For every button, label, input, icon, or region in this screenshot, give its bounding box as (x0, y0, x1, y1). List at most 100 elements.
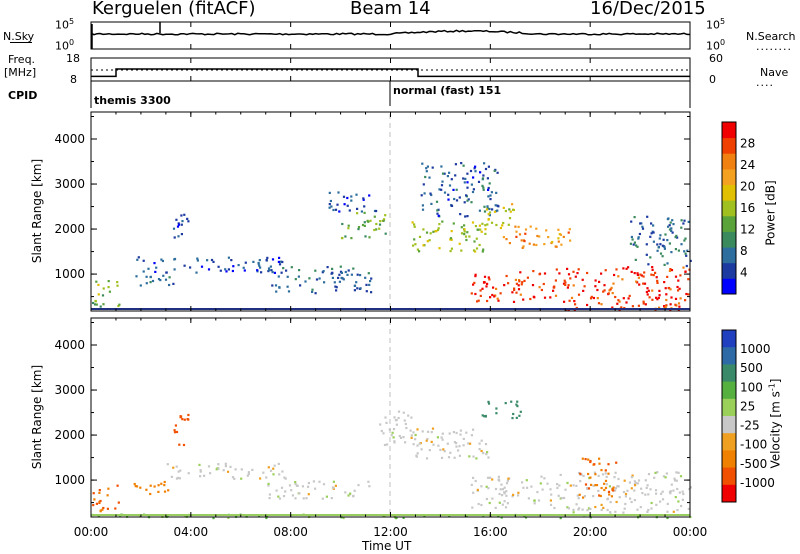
velocity-region-5 (379, 410, 417, 447)
noise-trace (90, 22, 691, 49)
velocity-region-1 (133, 480, 170, 496)
power-colorbar-cell (722, 200, 736, 217)
nsearch-label: N.Search (746, 30, 796, 43)
velocity-colorbar-cell (722, 433, 736, 451)
velocity-colorbar-cell (722, 484, 736, 503)
x-tick-label: 00:00 (74, 525, 109, 539)
power-region-11 (553, 266, 691, 312)
power-region-6 (340, 211, 387, 240)
power-colorbar-label: Power [dB] (763, 180, 778, 246)
frequency-line (91, 68, 690, 78)
velocity-colorbar-cell (722, 398, 736, 417)
velocity-colorbar-cell (722, 381, 736, 400)
noise-tick-top-right: 105 (706, 17, 726, 32)
y-tick-label: 2000 (54, 428, 85, 442)
noise-tick-top-left: 105 (55, 17, 75, 32)
velocity-colorbar-label: Velocity [m s-1] (767, 378, 783, 469)
velocity-colorbar-tick-label: 500 (740, 361, 763, 375)
noise-tick-bottom-right: 100 (706, 38, 726, 53)
velocity-colorbar-tick-label: -100 (740, 438, 767, 452)
nave-label: Nave (760, 66, 789, 79)
power-region-4 (267, 265, 373, 295)
y-tick-label: 1000 (54, 267, 85, 281)
nsky-legend-line (10, 42, 32, 43)
nave-tick-top: 60 (709, 52, 723, 65)
freq-label: Freq. (8, 53, 36, 66)
velocity-colorbar-tick-label: 1000 (740, 342, 771, 356)
power-colorbar-cell (722, 247, 736, 264)
velocity-region-0 (92, 484, 120, 513)
power-y-axis-label: Slant Range [km] (30, 158, 45, 264)
power-colorbar-cell (722, 215, 736, 232)
velocity-colorbar-tick-label: -25 (740, 419, 760, 433)
power-colorbar-cell (722, 184, 736, 201)
velocity-colorbar-tick-label: 100 (740, 380, 763, 394)
x-tick-label: 16:00 (473, 525, 508, 539)
y-tick-label: 4000 (54, 338, 85, 352)
power-colorbar-tick-label: 28 (740, 137, 755, 151)
cpid-label: CPID (8, 89, 38, 102)
power-region-7 (411, 220, 487, 253)
velocity-colorbar-cell (722, 416, 736, 434)
power-colorbar-tick-label: 4 (740, 266, 748, 280)
freq-trace (91, 68, 690, 78)
velocity-colorbar-tick-label: -500 (740, 457, 767, 471)
x-tick-label: 12:00 (373, 525, 408, 539)
nsky-label: N.Sky (3, 30, 35, 43)
station-title: Kerguelen (fitACF) (92, 0, 256, 19)
velocity-region-6 (410, 427, 490, 460)
power-colorbar-tick-label: 20 (740, 180, 755, 194)
power-colorbar-cell (722, 122, 736, 139)
power-region-12 (470, 270, 558, 303)
freq-tick-bottom: 8 (70, 73, 77, 86)
y-tick-label: 4000 (54, 132, 85, 146)
x-tick-label: 20:00 (573, 525, 608, 539)
x-tick-label: 04:00 (174, 525, 209, 539)
y-tick-label: 1000 (54, 473, 85, 487)
power-colorbar-cell (722, 278, 736, 295)
power-colorbar-cell (722, 168, 736, 185)
noise-tick-bottom-left: 100 (55, 38, 75, 53)
beam-title: Beam 14 (350, 0, 431, 19)
nsearch-legend-line: ........ (756, 40, 792, 53)
power-colorbar-tick-label: 24 (740, 158, 755, 172)
velocity-colorbar-cell (722, 364, 736, 383)
velocity-colorbar-cell (722, 330, 736, 348)
velocity-colorbar-cell (722, 450, 736, 469)
velocity-region-8 (556, 471, 692, 514)
power-region-9 (481, 203, 515, 231)
velocity-region-10 (578, 457, 618, 499)
power-region-3 (172, 213, 190, 239)
x-tick-label: 08:00 (273, 525, 308, 539)
nave-legend-line: .... (756, 76, 774, 89)
date-title: 16/Dec/2015 (590, 0, 706, 19)
velocity-colorbar-cell (722, 347, 736, 365)
velocity-colorbar-tick-label: 25 (740, 399, 755, 413)
power-colorbar-tick-label: 12 (740, 223, 755, 237)
power-colorbar-cell (722, 231, 736, 248)
power-region-10 (502, 225, 572, 249)
velocity-colorbar-tick-label: -1000 (740, 476, 775, 490)
nave-tick-bottom: 0 (709, 73, 716, 86)
colorbars: 28 24 20 16 12 8 4 1000 500 100 25 -25 -100 -500 -1000 (721, 121, 775, 503)
power-region-2 (136, 256, 284, 274)
power-colorbar-cell (722, 137, 736, 154)
power-colorbar-cell (722, 262, 736, 279)
freq-unit-label: [MHz] (4, 66, 37, 79)
y-tick-label: 2000 (54, 222, 85, 236)
noise-sky-line (90, 29, 691, 36)
cpid-segment-2: normal (fast) 151 (393, 84, 502, 97)
y-tick-label: 3000 (54, 177, 85, 191)
velocity-region-4 (267, 480, 371, 500)
power-colorbar-cell (722, 153, 736, 170)
power-region-5 (328, 191, 378, 213)
velocity-region-3 (166, 462, 287, 480)
power-colorbar-frame (721, 121, 737, 295)
power-region-1 (135, 274, 175, 287)
y-tick-label: 3000 (54, 383, 85, 397)
velocity-y-axis-label: Slant Range [km] (30, 364, 45, 470)
freq-tick-top: 18 (66, 52, 80, 65)
axis-ticks: 00:00 04:00 08:00 12:00 16:00 20:00 00:00 1000 2… (54, 22, 707, 539)
velocity-region-9 (470, 475, 556, 510)
